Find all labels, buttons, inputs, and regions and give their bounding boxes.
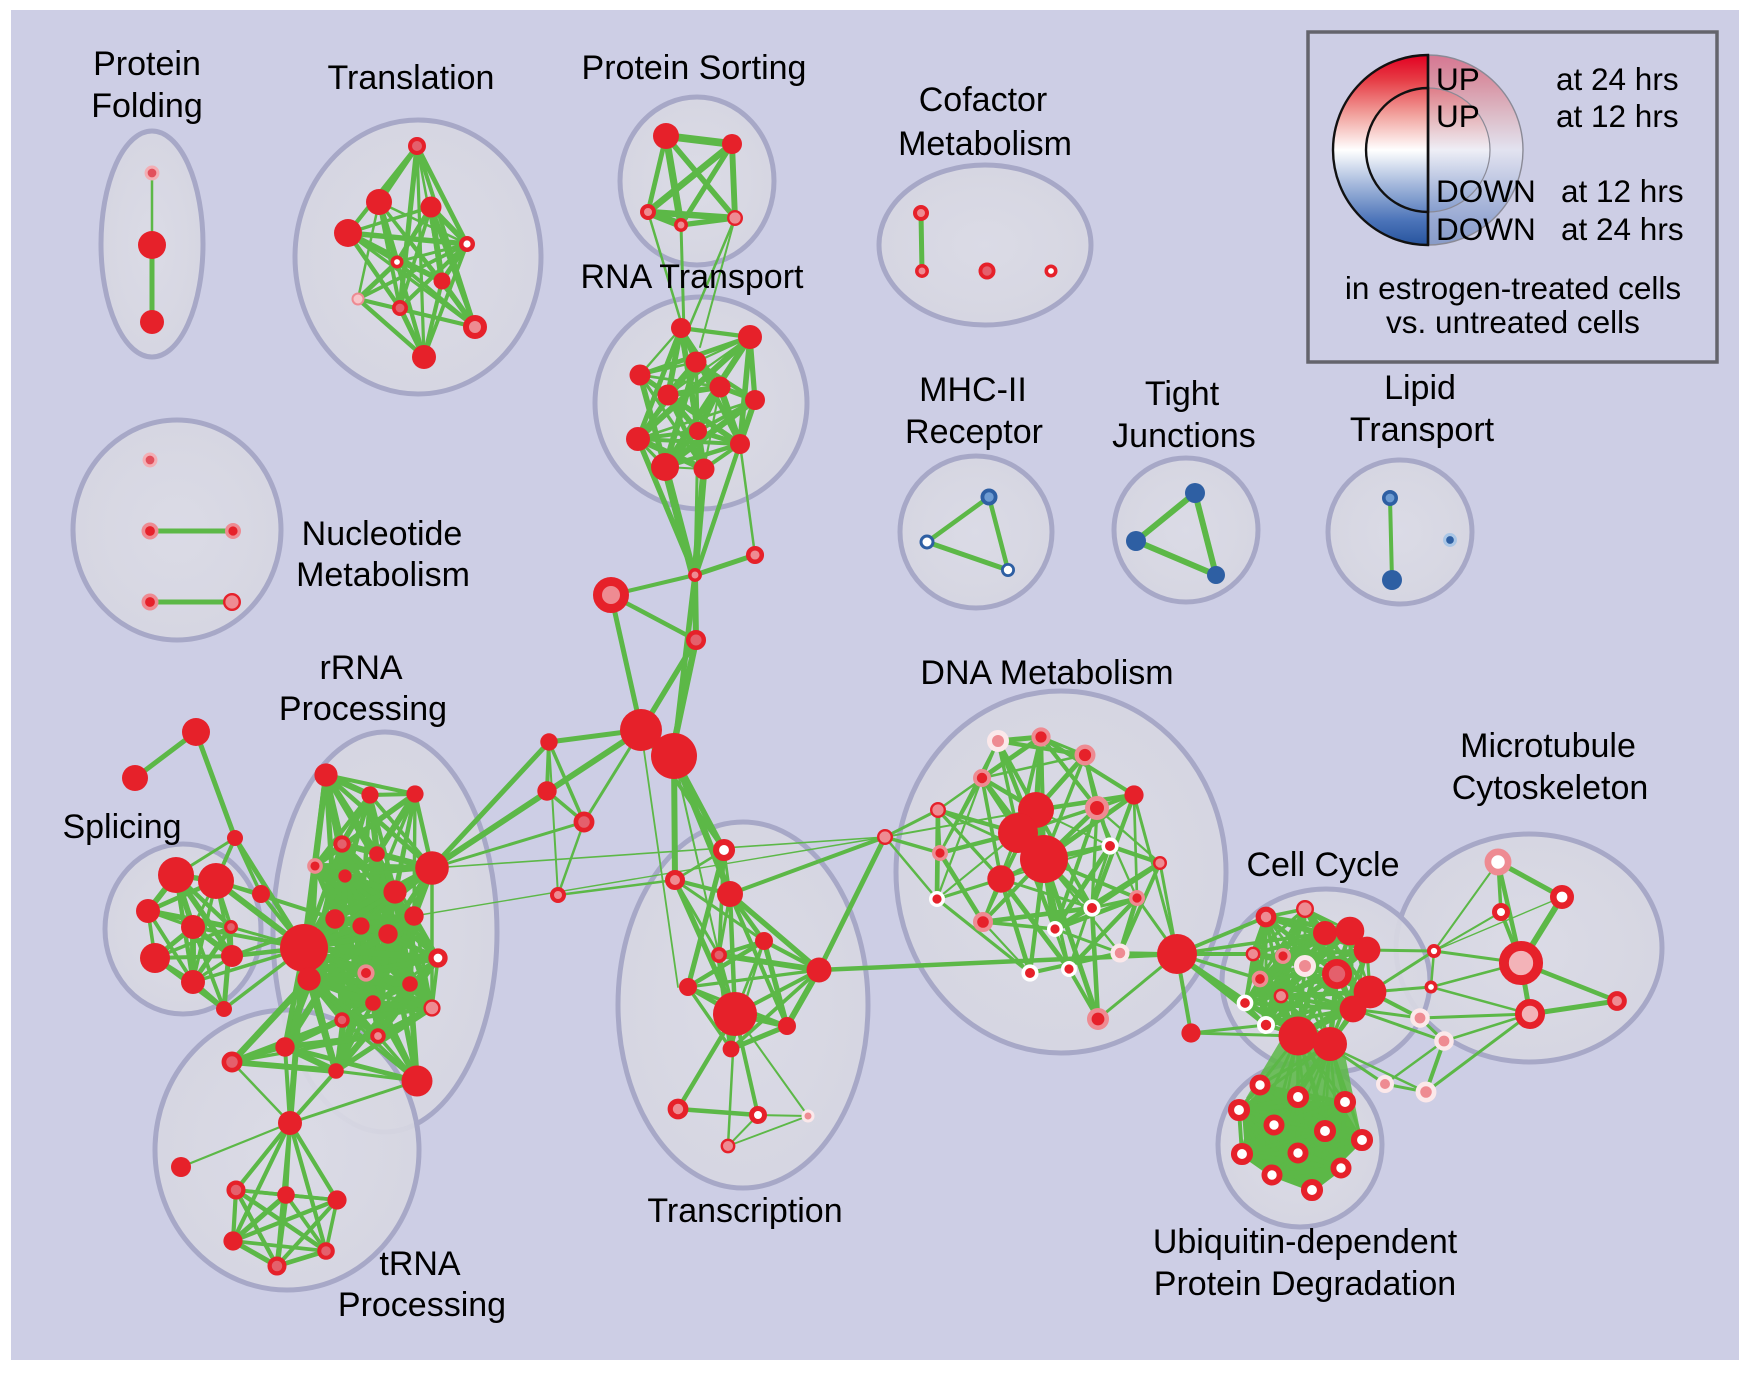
svg-text:MHC-II: MHC-II xyxy=(919,371,1027,409)
svg-text:Processing: Processing xyxy=(338,1286,506,1324)
svg-text:at 12 hrs: at 12 hrs xyxy=(1556,98,1679,134)
svg-text:Lipid: Lipid xyxy=(1384,369,1456,407)
svg-text:at 24 hrs: at 24 hrs xyxy=(1556,61,1679,97)
svg-text:Metabolism: Metabolism xyxy=(296,556,470,594)
svg-text:at 24 hrs: at 24 hrs xyxy=(1561,211,1684,247)
svg-text:Cytoskeleton: Cytoskeleton xyxy=(1452,769,1649,807)
svg-text:Translation: Translation xyxy=(328,59,495,97)
svg-text:UP: UP xyxy=(1436,98,1480,134)
svg-text:Splicing: Splicing xyxy=(62,808,181,846)
svg-text:Protein Sorting: Protein Sorting xyxy=(582,49,807,87)
svg-text:RNA Transport: RNA Transport xyxy=(581,258,805,296)
svg-text:Receptor: Receptor xyxy=(905,413,1043,451)
svg-text:UP: UP xyxy=(1436,61,1480,97)
svg-text:Ubiquitin-dependent: Ubiquitin-dependent xyxy=(1153,1223,1458,1261)
svg-text:Folding: Folding xyxy=(91,87,203,125)
svg-text:Cofactor: Cofactor xyxy=(919,81,1048,119)
svg-text:DOWN: DOWN xyxy=(1436,173,1536,209)
svg-text:Nucleotide: Nucleotide xyxy=(302,515,463,553)
svg-text:Junctions: Junctions xyxy=(1112,417,1256,455)
svg-text:DOWN: DOWN xyxy=(1436,211,1536,247)
svg-text:Tight: Tight xyxy=(1145,375,1220,413)
svg-text:vs. untreated cells: vs. untreated cells xyxy=(1386,304,1640,340)
svg-text:DNA Metabolism: DNA Metabolism xyxy=(920,654,1173,692)
svg-text:Microtubule: Microtubule xyxy=(1460,727,1636,765)
svg-text:Protein: Protein xyxy=(93,45,201,83)
svg-text:at 12 hrs: at 12 hrs xyxy=(1561,173,1684,209)
svg-text:Transcription: Transcription xyxy=(647,1192,842,1230)
svg-text:Protein Degradation: Protein Degradation xyxy=(1154,1265,1456,1303)
svg-text:Cell Cycle: Cell Cycle xyxy=(1246,846,1399,884)
svg-text:Metabolism: Metabolism xyxy=(898,125,1072,163)
svg-text:in estrogen-treated cells: in estrogen-treated cells xyxy=(1345,270,1681,306)
svg-text:Transport: Transport xyxy=(1350,411,1495,449)
svg-text:tRNA: tRNA xyxy=(379,1245,461,1283)
svg-text:rRNA: rRNA xyxy=(319,649,402,687)
svg-text:Processing: Processing xyxy=(279,690,447,728)
